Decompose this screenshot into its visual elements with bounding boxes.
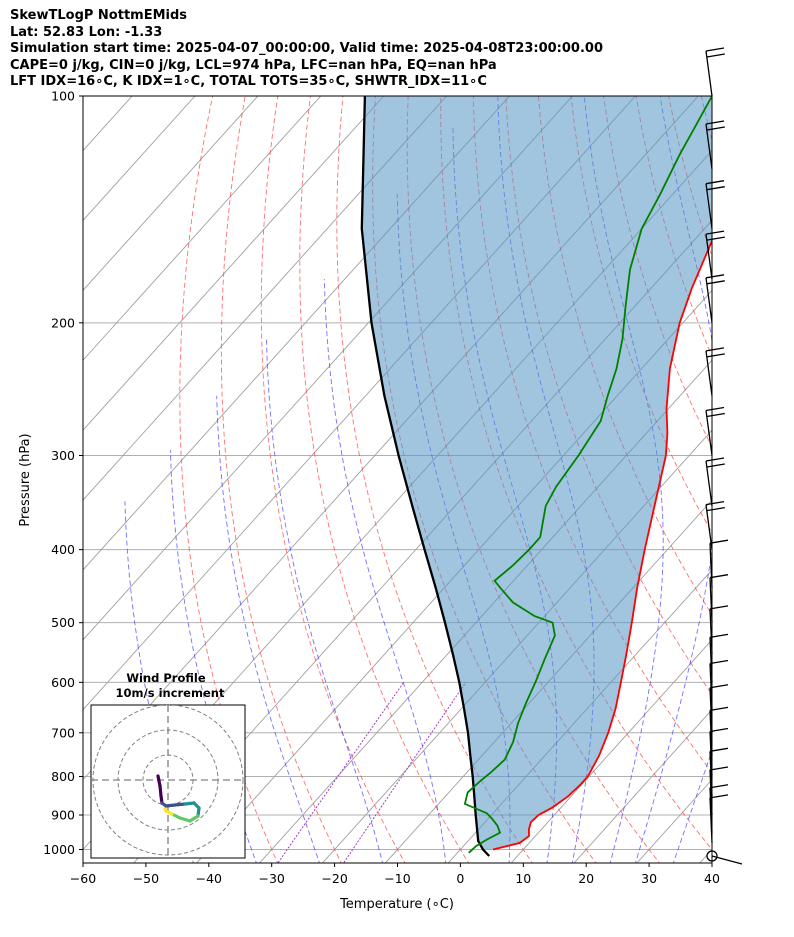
cape-line: CAPE=0 j/kg, CIN=0 j/kg, LCL=974 hPa, LF… [10, 57, 497, 73]
dry-adiabat [179, 96, 279, 863]
x-tick-label: −30 [259, 871, 285, 886]
dewpoint-line [463, 96, 712, 854]
mixing-ratio-line [343, 682, 467, 863]
dry-adiabat [767, 96, 794, 866]
x-tick-label: 40 [704, 871, 720, 886]
isotherm-gridline [573, 709, 712, 863]
x-tick-label: 20 [578, 871, 594, 886]
temperature-line [492, 238, 712, 851]
parcel-profile-line [360, 96, 491, 857]
hodograph-segment [158, 784, 163, 798]
cape-cin-fill [361, 96, 712, 850]
wind-barb [709, 766, 729, 816]
cin-shaded-area [361, 96, 712, 850]
moist-adiabat [635, 96, 712, 863]
time-line: Simulation start time: 2025-04-07_00:00:… [10, 41, 603, 56]
wind-barb [709, 747, 729, 797]
wind-barb [709, 684, 729, 733]
moist-adiabat [266, 338, 383, 863]
chart-title: SkewTLogP NottmEMids [10, 8, 188, 23]
y-tick-label: 400 [51, 542, 75, 557]
x-tick-label: 30 [641, 871, 657, 886]
moist-adiabat [323, 279, 447, 863]
wind-barb [705, 230, 725, 280]
y-tick-label: 300 [51, 448, 75, 463]
profile-lines [360, 96, 712, 857]
wind-barb [705, 347, 725, 396]
dry-adiabat [734, 96, 794, 866]
wind-barb [709, 659, 729, 709]
wind-barb [709, 605, 729, 654]
hodograph-segment [163, 807, 168, 813]
inset-title: Wind Profile [126, 671, 206, 685]
y-tick-label: 600 [51, 675, 75, 690]
x-tick-label: −20 [321, 871, 347, 886]
y-tick-label: 900 [51, 808, 75, 823]
wind-barb [705, 501, 725, 550]
x-tick-label: −50 [133, 871, 159, 886]
isotherm-gridline [321, 429, 712, 863]
wind-barb [705, 120, 725, 170]
wind-barb [709, 727, 729, 777]
y-tick-label: 1000 [43, 842, 75, 857]
wind-barb [709, 706, 729, 756]
wind-barb [709, 539, 729, 589]
isotherm-gridline [83, 96, 259, 292]
y-tick-label: 700 [51, 725, 75, 740]
dry-adiabat [299, 96, 470, 863]
axis-ticks: −60 −50 −40 −30 −20 −10 0 10 20 30 40 1000 900 800 700… [43, 89, 720, 887]
y-tick-label: 800 [51, 769, 75, 784]
isotherm-gridline [83, 96, 322, 361]
x-tick-label: 10 [515, 871, 531, 886]
wind-barb [705, 47, 725, 97]
hodograph-segment [178, 816, 192, 823]
hodograph-segment [173, 802, 187, 807]
x-tick-label: 0 [456, 871, 464, 886]
wind-barb [709, 633, 729, 683]
y-tick-label: 500 [51, 615, 75, 630]
y-tick-label: 100 [51, 89, 75, 104]
inset-subtitle: 10m/s increment [116, 686, 225, 700]
chart-title-block: SkewTLogP NottmEMids Lat: 52.83 Lon: -1.… [10, 8, 603, 91]
x-axis-label: Temperature (∘C) [339, 897, 454, 912]
x-tick-label: −60 [70, 871, 96, 886]
wind-barb [705, 406, 725, 456]
wind-barb [705, 180, 725, 229]
wind-barbs [705, 47, 743, 865]
isotherm-gridline [510, 639, 712, 863]
moist-adiabat [672, 749, 712, 863]
isotherm-gridline [83, 96, 447, 501]
x-tick-label: −40 [196, 871, 222, 886]
location-line: Lat: 52.83 Lon: -1.33 [10, 24, 163, 40]
wind-barb [705, 457, 725, 507]
wind-barb [706, 850, 743, 865]
inset-plot [91, 705, 245, 858]
hodograph-segment [156, 774, 162, 788]
dry-adiabat [220, 96, 342, 863]
y-axis-label: Pressure (hPa) [18, 433, 33, 526]
index-line: LFT IDX=16∘C, K IDX=1∘C, TOTAL TOTS=35∘C… [10, 74, 487, 89]
wind-barb [709, 574, 729, 623]
y-tick-label: 200 [51, 315, 75, 330]
wind-barb [709, 784, 729, 833]
mixing-ratio-line [277, 682, 405, 863]
dry-adiabat [336, 96, 533, 863]
isotherm-gridline [83, 96, 385, 431]
wind-profile-inset: Wind Profile 10m/s increment [90, 671, 246, 859]
x-tick-label: −10 [384, 871, 410, 886]
wind-barb [709, 794, 729, 843]
wind-barb [705, 274, 725, 323]
